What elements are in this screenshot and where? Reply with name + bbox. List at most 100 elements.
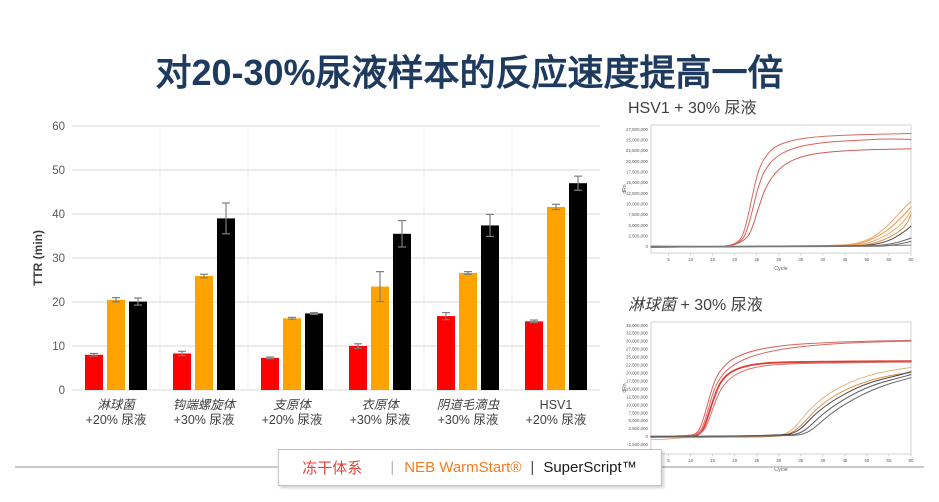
y-tick-label: 30,000,000 — [626, 339, 649, 344]
x-tick-label: 35 — [798, 257, 803, 262]
x-tick-label: 45 — [842, 257, 847, 262]
bar — [459, 272, 477, 390]
bar — [85, 354, 103, 390]
y-tick-label: 35,000,000 — [626, 323, 649, 328]
category-label-line2: +30% 尿液 — [174, 412, 235, 427]
bar — [525, 321, 543, 390]
x-tick-label: 10 — [688, 458, 693, 463]
y-tick-label: 12,500,000 — [626, 394, 649, 399]
y-tick-label: 12,500,000 — [626, 191, 649, 196]
amplification-curve — [650, 367, 912, 441]
legend-item-neb-warmstart: NEB WarmStart® — [404, 459, 522, 476]
y-tick-label: 17,500,000 — [626, 378, 649, 383]
qpcr-block-hsv1: HSV1 + 30% 尿液 27,500,000 25,000,000 22,500… — [618, 94, 920, 283]
bar — [217, 218, 235, 390]
legend-separator: | — [390, 459, 395, 476]
y-tick-label: 25,000,000 — [626, 355, 649, 360]
y-axis-title: TTR (min) — [31, 230, 45, 286]
bar — [261, 357, 279, 390]
amplification-curve — [650, 148, 912, 248]
y-tick-label: 17,500,000 — [626, 170, 649, 175]
y-tick-label: 7,500,000 — [628, 410, 648, 415]
y-tick-label: 15,000,000 — [626, 386, 649, 391]
y-axis-title: dRn — [622, 184, 628, 193]
category-label-line1: 淋球菌 — [97, 398, 137, 412]
y-tick-label: 30 — [52, 253, 65, 265]
x-tick-label: 10 — [688, 257, 693, 262]
y-tick-label: 10 — [52, 341, 65, 353]
qpcr-chart-hsv1: 27,500,000 25,000,000 22,500,000 20,000,000… — [622, 124, 914, 272]
x-tick-label: 25 — [754, 458, 759, 463]
y-tick-label: 0 — [646, 434, 649, 439]
qpcr-title-hsv1-rest: HSV1 + 30% 尿液 — [628, 100, 757, 117]
x-tick-label: 55 — [887, 458, 892, 463]
y-tick-label: 10,000,000 — [626, 402, 649, 407]
x-tick-label: 15 — [710, 458, 715, 463]
y-tick-label: 10,000,000 — [626, 202, 649, 207]
qpcr-panel: HSV1 + 30% 尿液 27,500,000 25,000,000 22,500… — [618, 94, 920, 486]
y-tick-label: 40 — [52, 209, 65, 221]
x-tick-label: 35 — [798, 458, 803, 463]
bar — [173, 353, 191, 390]
bar — [547, 206, 565, 390]
bar — [195, 276, 213, 390]
legend-separator: | — [530, 459, 535, 476]
y-axis-title: dRn — [622, 383, 628, 392]
amplification-curve — [650, 377, 912, 438]
y-tick-label: 50 — [52, 165, 65, 177]
x-tick-label: 40 — [820, 458, 825, 463]
category-label-line2: +30% 尿液 — [350, 412, 411, 427]
x-tick-label: 50 — [864, 458, 869, 463]
y-tick-label: 2,500,000 — [628, 426, 648, 431]
amplification-curve — [650, 360, 912, 438]
y-tick-label: 20,000,000 — [626, 370, 649, 375]
y-tick-label: 0 — [646, 244, 649, 249]
qpcr-title-hsv1: HSV1 + 30% 尿液 — [628, 94, 920, 118]
amplification-curve — [650, 244, 912, 247]
bar — [481, 225, 499, 390]
x-tick-label: 15 — [710, 257, 715, 262]
x-axis-title: Cycle — [774, 266, 787, 272]
bar — [371, 286, 389, 390]
page-title: 对20-30%尿液样本的反应速度提高一倍 — [155, 52, 784, 94]
bar — [569, 183, 587, 390]
x-tick-label: 55 — [887, 257, 892, 262]
y-tick-label: 22,500,000 — [626, 148, 649, 153]
x-tick-label: 40 — [820, 257, 825, 262]
x-tick-label: 5 — [667, 458, 670, 463]
amplification-curve — [650, 361, 912, 437]
y-tick-label: 25,000,000 — [626, 138, 649, 143]
y-tick-label: 5,000,000 — [628, 223, 648, 228]
x-tick-label: 5 — [667, 257, 670, 262]
qpcr-chart-root: 27,500,000 25,000,000 22,500,000 20,000,000… — [622, 124, 914, 272]
amplification-curve — [650, 339, 912, 437]
amplification-curve — [650, 138, 912, 248]
amplification-curve — [650, 371, 912, 437]
y-tick-label: 32,500,000 — [626, 331, 649, 336]
x-tick-label: 60 — [909, 458, 914, 463]
bar — [305, 313, 323, 390]
y-tick-label: 20 — [52, 297, 65, 309]
category-label-line2: +30% 尿液 — [438, 412, 499, 427]
category-label-line1: 衣原体 — [361, 398, 400, 412]
category-label-line1: HSV1 — [540, 398, 573, 412]
x-tick-label: 30 — [776, 458, 781, 463]
category-label-line2: +20% 尿液 — [262, 412, 323, 427]
x-tick-label: 20 — [732, 257, 737, 262]
amplification-curve — [650, 374, 912, 437]
qpcr-chart-root: 35,000,000 32,500,000 30,000,000 27,500,000… — [622, 321, 914, 473]
plot-frame — [650, 124, 912, 254]
legend-item-superscript: SuperScript™ — [543, 459, 637, 476]
x-tick-label: 45 — [842, 458, 847, 463]
y-tick-label: -2,500,000 — [627, 442, 649, 447]
y-tick-label: 7,500,000 — [628, 212, 648, 217]
amplification-curve — [650, 206, 912, 247]
amplification-curve — [650, 211, 912, 248]
qpcr-chart-lin: 35,000,000 32,500,000 30,000,000 27,500,000… — [622, 321, 914, 473]
y-tick-label: 15,000,000 — [626, 180, 649, 185]
y-tick-label: 60 — [52, 121, 65, 133]
y-tick-label: 22,500,000 — [626, 363, 649, 368]
